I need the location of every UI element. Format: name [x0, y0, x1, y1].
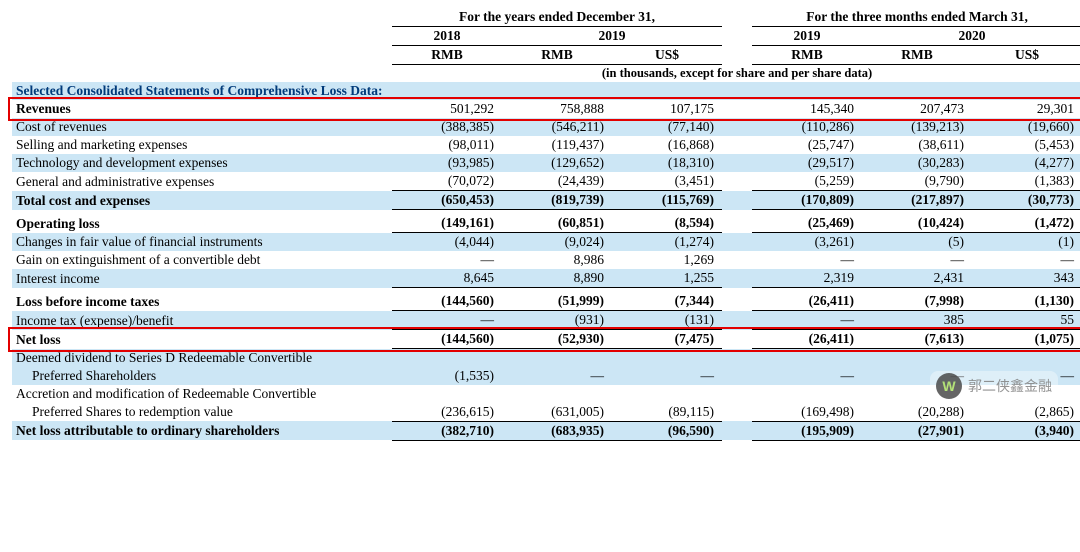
row-intinc: Interest income 8,645 8,890 1,255 2,319 …: [12, 269, 1080, 288]
financial-table: For the years ended December 31, For the…: [12, 8, 1080, 441]
watermark-text: 郭二侠鑫金融: [968, 376, 1052, 396]
row-ddsd-1: Deemed dividend to Series D Redeemable C…: [12, 349, 1080, 367]
row-gecd: Gain on extinguishment of a convertible …: [12, 251, 1080, 269]
header-row-groups: For the years ended December 31, For the…: [12, 8, 1080, 27]
cur-4: RMB: [752, 46, 862, 65]
cur-2: RMB: [502, 46, 612, 65]
lbl-revenues: Revenues: [12, 100, 392, 118]
row-cor: Cost of revenues (388,385) (546,211) (77…: [12, 118, 1080, 136]
row-revenues: Revenues 501,292 758,888 107,175 145,340…: [12, 100, 1080, 118]
row-cfvfi: Changes in fair value of financial instr…: [12, 233, 1080, 252]
hdr-2019y: 2019: [502, 27, 722, 46]
hdr-quarters: For the three months ended March 31,: [752, 8, 1080, 27]
row-lbt: Loss before income taxes (144,560) (51,9…: [12, 288, 1080, 311]
section-row: Selected Consolidated Statements of Comp…: [12, 82, 1080, 100]
watermark-icon: W: [936, 373, 962, 399]
row-oploss: Operating loss (149,161) (60,851) (8,594…: [12, 210, 1080, 233]
cur-5: RMB: [862, 46, 972, 65]
cur-6: US$: [972, 46, 1080, 65]
row-tcost: Total cost and expenses (650,453) (819,7…: [12, 191, 1080, 210]
cur-3: US$: [612, 46, 722, 65]
hdr-2019q: 2019: [752, 27, 862, 46]
row-nlaos: Net loss attributable to ordinary shareh…: [12, 421, 1080, 440]
hdr-years: For the years ended December 31,: [392, 8, 722, 27]
header-row-years: 2018 2019 2019 2020: [12, 27, 1080, 46]
row-amrc-2: Preferred Shares to redemption value (23…: [12, 403, 1080, 422]
row-gae: General and administrative expenses (70,…: [12, 172, 1080, 191]
hdr-2020q: 2020: [862, 27, 1080, 46]
row-ddsd-2: Preferred Shareholders (1,535) — — — — —: [12, 367, 1080, 385]
header-row-note: (in thousands, except for share and per …: [12, 65, 1080, 83]
note-text: (in thousands, except for share and per …: [392, 65, 1080, 83]
row-amrc-1: Accretion and modification of Redeemable…: [12, 385, 1080, 403]
row-itx: Income tax (expense)/benefit — (931) (13…: [12, 311, 1080, 330]
cur-1: RMB: [392, 46, 502, 65]
row-sme: Selling and marketing expenses (98,011) …: [12, 136, 1080, 154]
hdr-2018: 2018: [392, 27, 502, 46]
row-netloss: Net loss (144,560) (52,930) (7,475) (26,…: [12, 330, 1080, 349]
row-tde: Technology and development expenses (93,…: [12, 154, 1080, 172]
section-title: Selected Consolidated Statements of Comp…: [12, 82, 392, 100]
header-row-currency: RMB RMB US$ RMB RMB US$: [12, 46, 1080, 65]
table-wrap: { "header": { "group_year": "For the yea…: [12, 8, 1068, 441]
watermark: W 郭二侠鑫金融: [930, 371, 1058, 401]
